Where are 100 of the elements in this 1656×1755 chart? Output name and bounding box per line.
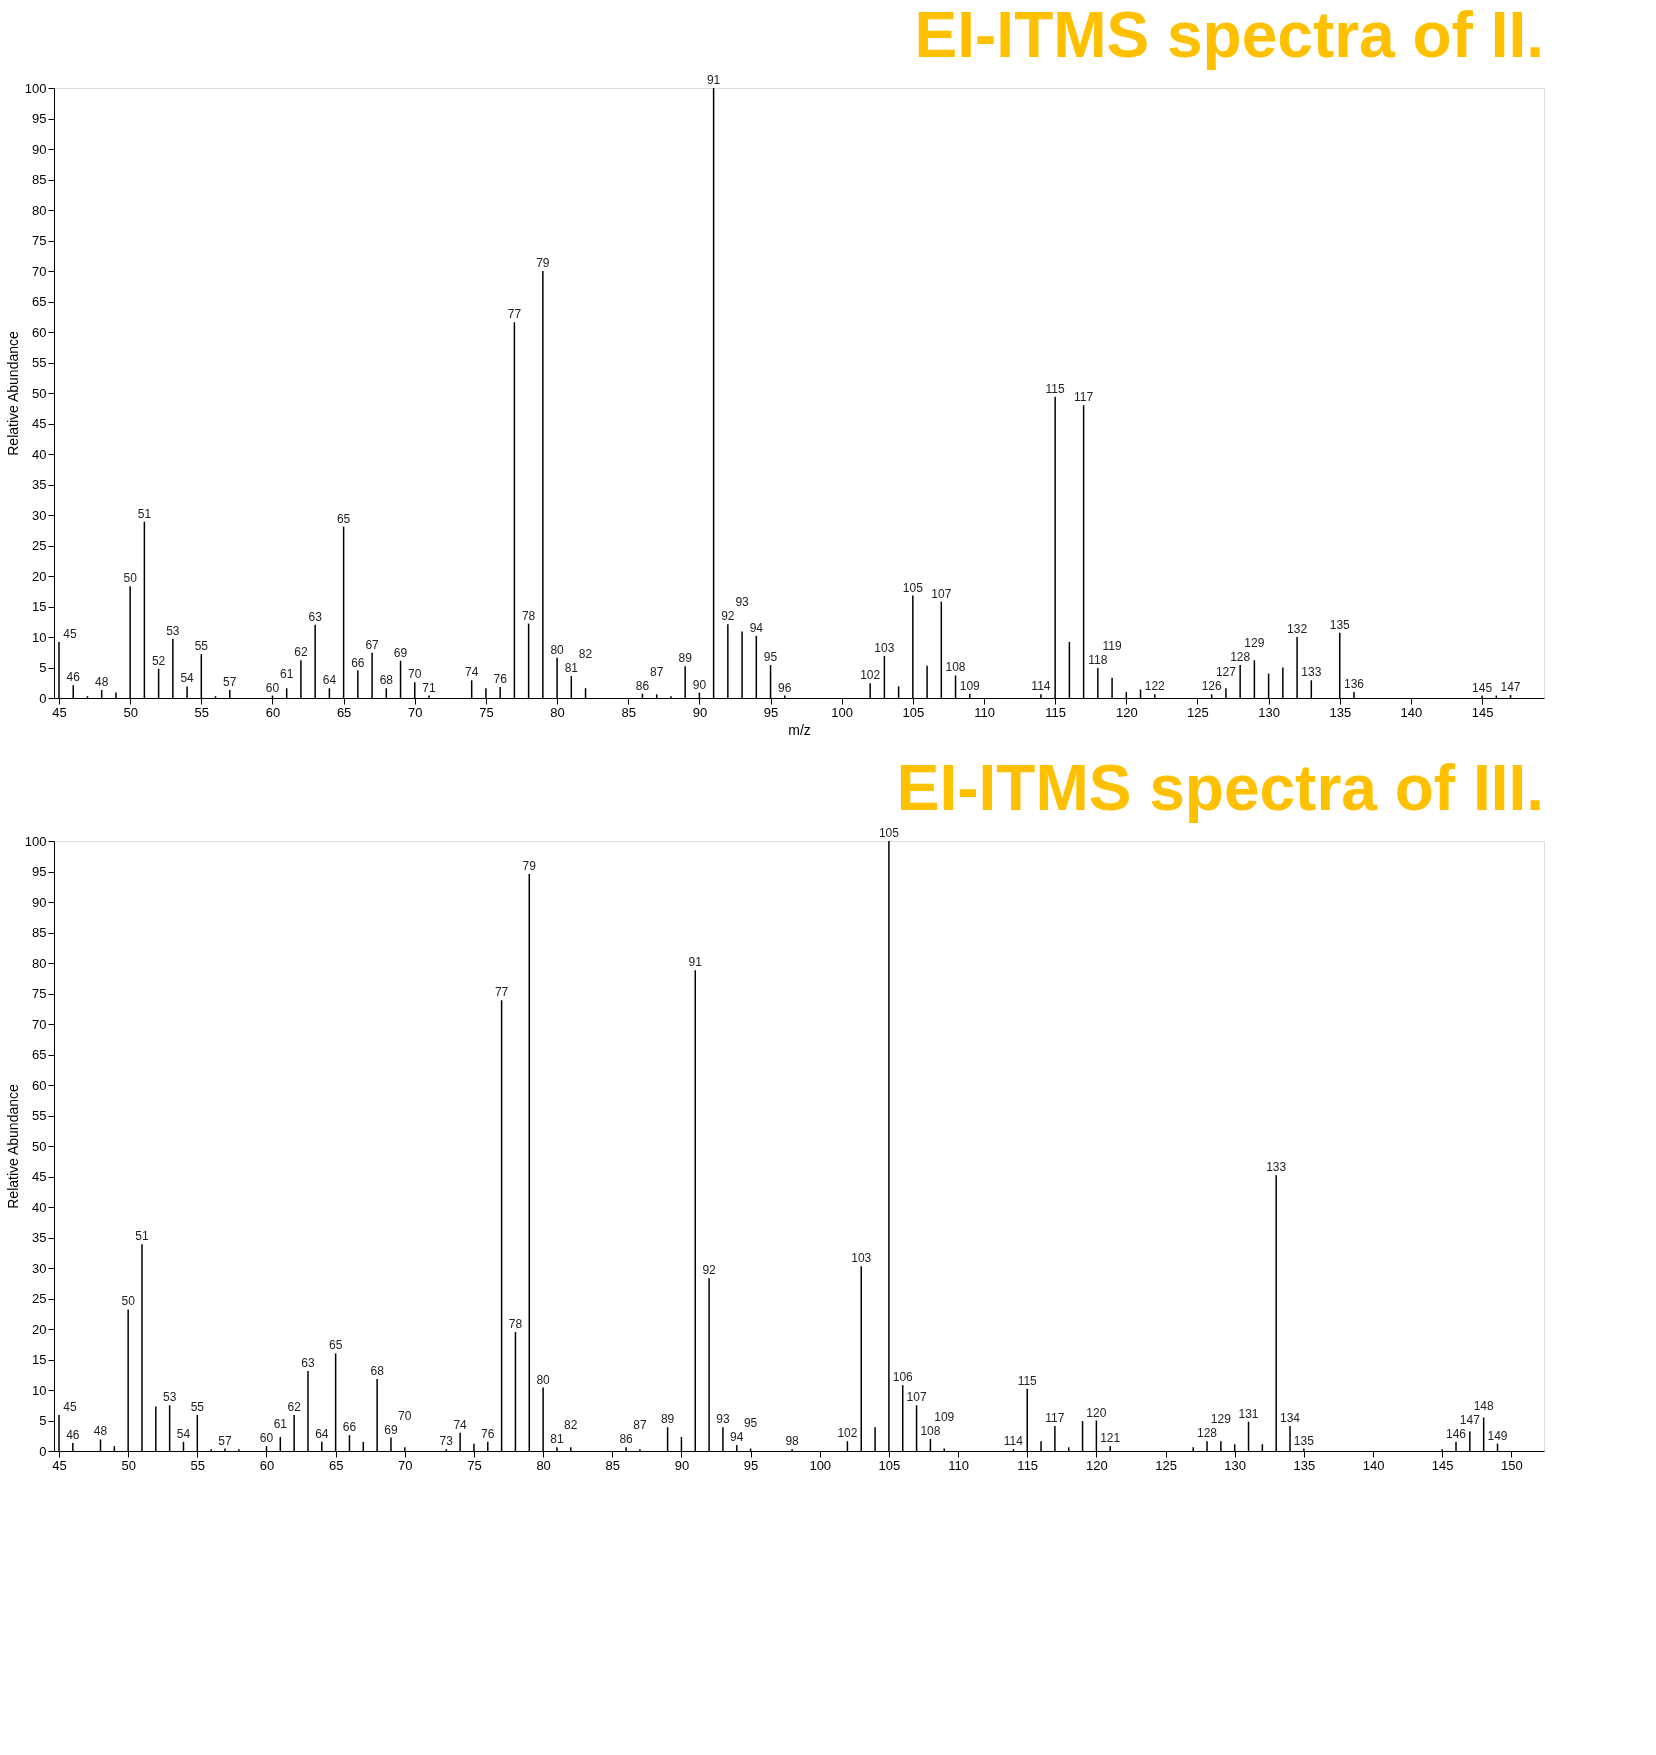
annotation: 147	[1500, 679, 1521, 694]
x-tick-label: 95	[743, 1457, 759, 1473]
annotation: 60	[259, 1431, 274, 1446]
annotation: 87	[633, 1418, 647, 1433]
annotation: 91	[706, 73, 721, 87]
y-tick-label: 85	[32, 172, 47, 187]
x-tick-label: 140	[1362, 1457, 1385, 1473]
x-tick-label: 135	[1293, 1457, 1316, 1473]
y-tick-label: 50	[32, 1138, 47, 1154]
annotation: 108	[920, 1423, 941, 1438]
x-tick-label: 90	[674, 1457, 690, 1473]
annotation: 132	[1287, 622, 1308, 636]
x-tick-label: 75	[467, 1457, 482, 1473]
annotation: 105	[902, 580, 924, 595]
x-tick-label: 50	[123, 704, 138, 720]
y-tick-label: 80	[32, 202, 47, 218]
annotation: 126	[1201, 679, 1223, 694]
x-tick-label: 130	[1224, 1457, 1247, 1473]
annotation: 109	[959, 678, 981, 693]
x-tick-label: 70	[398, 1457, 413, 1473]
x-tick-label: 70	[408, 704, 423, 720]
annotation: 82	[578, 647, 593, 662]
annotation: 51	[137, 506, 152, 521]
annotation: 79	[536, 256, 550, 270]
x-tick-label: 100	[809, 1457, 832, 1473]
annotation: 51	[135, 1229, 149, 1244]
annotation: 129	[1244, 636, 1265, 651]
x-tick-label: 65	[336, 704, 352, 720]
annotation: 65	[336, 511, 351, 526]
y-tick-label: 10	[32, 629, 47, 645]
annotation: 70	[408, 667, 422, 682]
annotation: 68	[370, 1364, 385, 1379]
annotation: 46	[66, 670, 81, 685]
annotation: 135	[1329, 617, 1351, 632]
annotation: 114	[1031, 679, 1051, 694]
x-tick-label: 125	[1155, 1457, 1177, 1473]
annotation: 146	[1445, 1426, 1467, 1441]
y-tick-label: 40	[32, 446, 47, 462]
y-tick-label: 15	[32, 599, 47, 614]
annotation: 77	[507, 307, 522, 322]
annotation: 80	[550, 642, 565, 657]
annotation: 93	[716, 1412, 730, 1427]
annotation: 133	[1266, 1160, 1287, 1175]
annotation: 68	[379, 673, 394, 688]
annotation: 66	[342, 1420, 357, 1435]
annotation: 81	[550, 1432, 564, 1447]
annotation: 86	[635, 678, 650, 693]
x-tick-label: 140	[1400, 704, 1423, 720]
x-tick-label: 60	[259, 1457, 275, 1473]
y-tick-label: 75	[32, 233, 47, 248]
annotation: 63	[301, 1356, 315, 1371]
annotation: 52	[151, 653, 166, 668]
annotation: 90	[692, 677, 707, 692]
annotation: 119	[1102, 639, 1122, 654]
annotation: 95	[763, 650, 778, 665]
annotation: 120	[1086, 1405, 1107, 1420]
annotation: 92	[721, 609, 735, 624]
annotation: 57	[218, 1433, 232, 1448]
x-tick-label: 115	[1045, 704, 1067, 720]
annotation: 46	[66, 1428, 80, 1443]
annotation: 50	[121, 1294, 136, 1309]
y-tick-label: 55	[32, 1108, 47, 1123]
annotation: 61	[280, 666, 294, 681]
annotation: 78	[508, 1317, 523, 1332]
y-tick-label: 100	[24, 80, 47, 96]
annotation: 66	[351, 655, 365, 670]
y-tick-label: 20	[32, 1321, 47, 1337]
x-tick-label: 55	[194, 704, 210, 720]
annotation: 95	[743, 1415, 758, 1430]
annotation: 80	[536, 1372, 551, 1387]
annotation: 62	[287, 1400, 302, 1415]
annotation: 102	[860, 668, 881, 683]
annotation: 64	[322, 673, 337, 688]
x-tick-label: 115	[1017, 1457, 1039, 1473]
y-tick-label: 90	[32, 894, 47, 910]
annotation: 98	[785, 1434, 800, 1449]
annotation: 114	[1003, 1434, 1024, 1449]
annotation: 53	[166, 623, 180, 638]
x-tick-label: 85	[621, 704, 636, 720]
annotation: 77	[494, 985, 509, 1000]
y-tick-label: 50	[32, 385, 47, 401]
x-tick-label: 105	[902, 704, 925, 720]
annotation: 133	[1301, 665, 1322, 680]
annotation: 70	[398, 1408, 412, 1423]
x-tick-label: 65	[328, 1457, 344, 1473]
chart-title: EI-ITMS spectra of II.	[914, 0, 1544, 71]
y-tick-label: 75	[32, 986, 47, 1001]
annotation: 55	[190, 1400, 205, 1415]
annotation: 67	[365, 637, 380, 652]
annotation: 54	[180, 671, 195, 686]
annotation: 128	[1197, 1426, 1218, 1441]
annotation: 69	[384, 1422, 398, 1437]
annotation: 102	[837, 1426, 858, 1441]
y-tick-label: 85	[32, 925, 47, 940]
x-tick-label: 120	[1086, 1457, 1108, 1473]
annotation: 135	[1293, 1433, 1315, 1448]
y-tick-label: 5	[39, 660, 47, 675]
annotation: 108	[945, 660, 966, 675]
x-tick-label: 45	[52, 704, 67, 720]
y-tick-label: 25	[32, 538, 47, 553]
